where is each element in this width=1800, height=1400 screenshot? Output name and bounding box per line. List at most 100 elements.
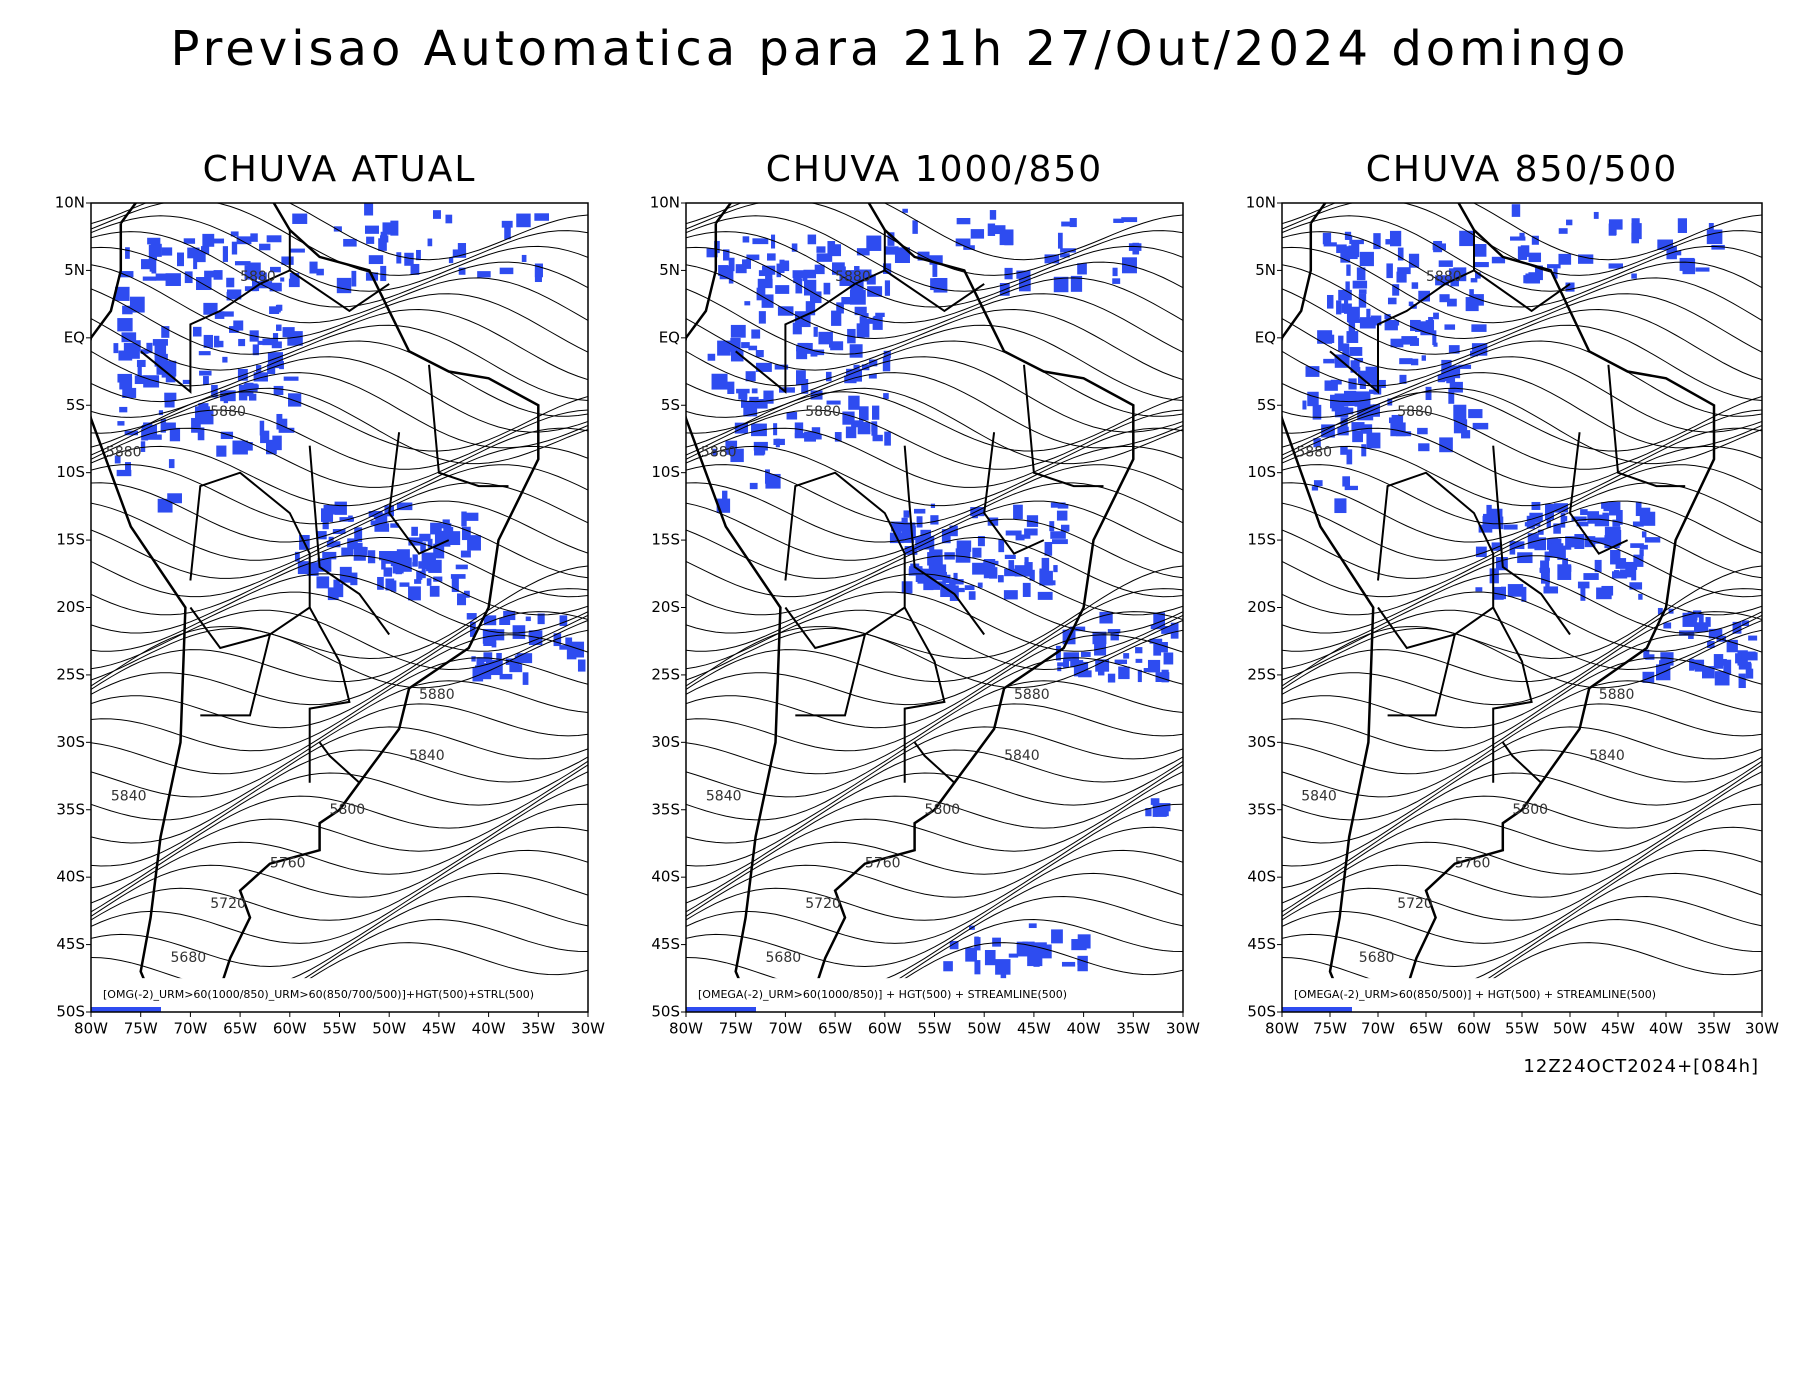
lat-label: 25S: [651, 665, 680, 683]
rain-patch: [972, 547, 982, 558]
rain-patch: [1418, 443, 1430, 452]
rain-patch: [1161, 669, 1169, 683]
rain-patch: [831, 310, 842, 326]
streamline: [1282, 726, 1762, 821]
rain-patch: [116, 469, 132, 477]
rain-patch: [270, 266, 281, 273]
rain-patch: [1566, 219, 1573, 226]
streamline: [91, 611, 588, 706]
rain-patch: [316, 531, 327, 540]
contour-label: 5800: [1512, 802, 1548, 818]
rain-patch: [194, 406, 210, 419]
rain-patch: [977, 582, 983, 588]
rain-patch: [416, 570, 423, 580]
rain-patch: [230, 231, 239, 237]
rain-patch: [1688, 632, 1694, 639]
rain-patch: [987, 223, 996, 236]
rain-patch: [1312, 404, 1322, 420]
rain-patch: [964, 585, 975, 591]
rain-patch: [956, 540, 972, 552]
lat-label: 45S: [651, 935, 680, 953]
rain-patch: [147, 237, 161, 245]
border: [735, 269, 985, 394]
rain-patch: [1050, 502, 1066, 508]
rain-patch: [1352, 430, 1364, 443]
rain-patch: [755, 362, 772, 372]
rain-patch: [1112, 278, 1121, 284]
rain-patch: [1489, 508, 1503, 520]
rain-patch: [1361, 444, 1367, 457]
streamline: [1282, 318, 1762, 401]
rain-patch: [933, 277, 948, 293]
rain-patch: [1348, 378, 1357, 390]
rain-patch: [1053, 276, 1069, 293]
streamline: [1282, 555, 1762, 616]
streamline: [686, 391, 1183, 452]
rain-patch: [553, 633, 562, 647]
rain-patch: [932, 262, 938, 277]
rain-patch: [1616, 509, 1623, 525]
rain-patch: [501, 220, 513, 228]
streamline: [1282, 573, 1762, 634]
rain-patch: [1302, 400, 1307, 410]
streamline: [686, 657, 1183, 752]
rain-patch: [764, 469, 770, 484]
rain-patch: [894, 247, 910, 264]
rain-patch: [810, 434, 822, 440]
rain-patch: [1340, 247, 1351, 263]
rain-patch: [368, 255, 384, 265]
streamline: [686, 203, 1183, 261]
rain-patch: [754, 399, 768, 409]
rain-patch: [322, 551, 337, 560]
rain-patch: [1008, 953, 1019, 958]
rain-patch: [466, 512, 479, 521]
rain-patch: [805, 301, 816, 316]
rain-patch: [1077, 934, 1091, 949]
rain-patch: [460, 550, 471, 558]
rain-patch: [792, 322, 802, 335]
rain-patch: [1044, 541, 1053, 556]
rain-patch: [858, 406, 869, 421]
rain-patch: [779, 387, 795, 393]
rain-patch: [1351, 422, 1365, 431]
rain-patch: [1348, 245, 1358, 260]
streamline: [686, 215, 1183, 292]
rain-patch: [266, 235, 282, 243]
rain-patch: [455, 564, 468, 570]
rain-patch: [1735, 653, 1742, 664]
contour-label: 5680: [171, 950, 207, 966]
rain-patch: [796, 344, 803, 352]
streamline: [91, 372, 588, 449]
rain-patch: [1070, 275, 1083, 292]
rain-patch: [1026, 515, 1039, 527]
streamline: [1282, 387, 1762, 465]
caption: [OMEGA(-2)_URM>60(850/500)] + HGT(500) +…: [1294, 988, 1656, 1001]
rain-patch: [364, 225, 379, 234]
streamline: [686, 872, 1183, 968]
rain-patch: [419, 533, 431, 542]
rain-patch: [1037, 591, 1053, 600]
rain-patch: [452, 249, 467, 258]
streamline: [686, 372, 1183, 449]
lat-label: 15S: [1247, 531, 1276, 549]
rain-patch: [1486, 504, 1492, 516]
lon-label: 65W: [1409, 1020, 1443, 1038]
lat-label: 10S: [651, 463, 680, 481]
rain-patch: [1305, 366, 1320, 377]
rain-patch: [810, 349, 818, 357]
rain-patch: [197, 427, 205, 441]
contour-label: 5880: [701, 444, 737, 460]
rain-patch: [992, 937, 1001, 947]
contour-label: 5840: [111, 788, 147, 804]
rain-patch: [949, 579, 964, 585]
rain-patch: [445, 523, 452, 535]
rain-patch: [445, 214, 453, 224]
rain-patch: [1543, 586, 1559, 594]
contour-label: 5840: [1589, 748, 1625, 764]
rain-patch: [1470, 278, 1478, 283]
rain-patch: [1307, 391, 1319, 407]
rain-patch: [1644, 537, 1661, 543]
rain-patch: [882, 357, 891, 372]
rain-patch: [565, 637, 573, 648]
streamline: [1282, 609, 1762, 671]
